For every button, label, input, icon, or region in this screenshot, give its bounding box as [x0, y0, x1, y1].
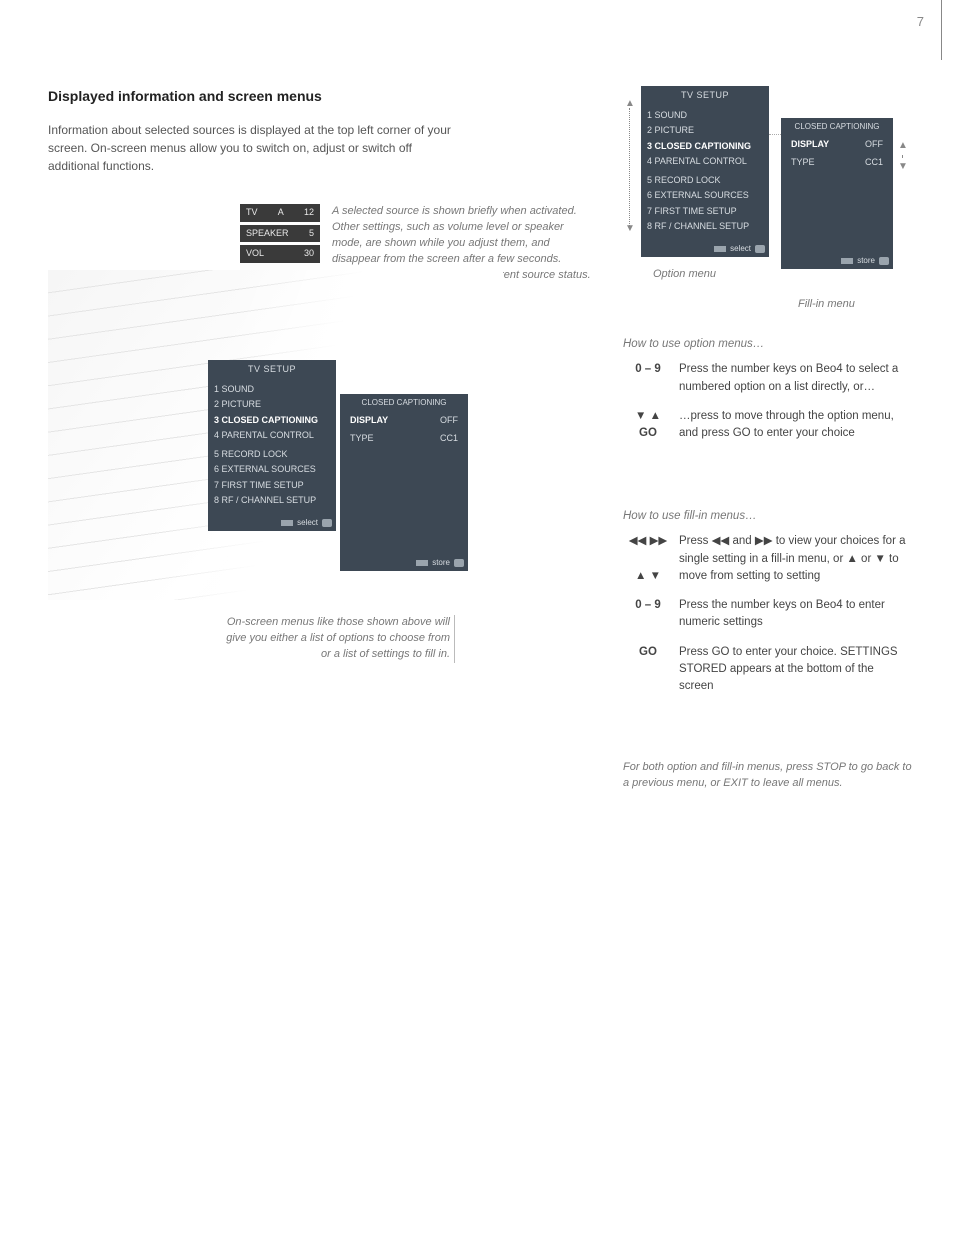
howto-row: ▼ ▲ GO …press to move through the option… — [623, 406, 913, 453]
menu-item: 8 RF / CHANNEL SETUP — [214, 493, 330, 509]
side-ud-arrows: ▲ ▼ — [898, 138, 908, 174]
go-icon — [454, 559, 464, 567]
sub-row: TYPE CC1 — [340, 430, 468, 448]
menu-footer: select — [208, 515, 336, 531]
up-arrow-icon: ▲ — [898, 138, 908, 153]
howto-desc: Press the number keys on Beo4 to select … — [679, 359, 913, 406]
howto-key: ▼ ▲ GO — [623, 406, 679, 453]
howto-key: 0 – 9 — [623, 359, 679, 406]
howto-key: ◀◀ ▶▶ ▲ ▼ — [623, 531, 679, 595]
menu-item: 5 RECORD LOCK — [214, 447, 330, 463]
howto-desc: Press GO to enter your choice. SETTINGS … — [679, 642, 913, 706]
corner-rule — [941, 0, 942, 60]
closed-caption-panel-left: CLOSED CAPTIONING DISPLAY OFF TYPE CC1 s… — [340, 394, 468, 571]
howto-key: GO — [623, 642, 679, 706]
howto-desc: Press the number keys on Beo4 to enter n… — [679, 595, 913, 642]
down-arrow-icon: ▼ — [625, 221, 635, 236]
howto-row: GO Press GO to enter your choice. SETTIN… — [623, 642, 913, 706]
up-arrow-icon: ▲ — [625, 96, 635, 111]
howto-key: 0 – 9 — [623, 595, 679, 642]
howto-title: How to use fill-in menus… — [623, 508, 913, 525]
howto-row: 0 – 9 Press the number keys on Beo4 to e… — [623, 595, 913, 642]
menu-title: TV SETUP — [208, 360, 336, 380]
status-pills: TV A 12 SPEAKER 5 VOL 30 — [240, 204, 320, 266]
right-figure: ▲ ▼ TV SETUP 1 SOUND 2 PICTURE 3 CLOSED … — [623, 86, 903, 301]
sub-row: DISPLAY OFF — [340, 412, 468, 430]
howto-desc: …press to move through the option menu, … — [679, 406, 913, 453]
fillin-menu-label: Fill-in menu — [798, 296, 855, 313]
menu-item: 1 SOUND — [214, 382, 330, 398]
howto-title: How to use option menus… — [623, 336, 913, 353]
menu-item: 6 EXTERNAL SOURCES — [214, 462, 330, 478]
menu-item: 7 FIRST TIME SETUP — [214, 478, 330, 494]
sub-title: CLOSED CAPTIONING — [340, 394, 468, 412]
menu-item: 4 PARENTAL CONTROL — [214, 428, 330, 444]
howto-fillin: How to use fill-in menus… ◀◀ ▶▶ ▲ ▼ Pres… — [623, 508, 913, 705]
page-number: 7 — [917, 12, 924, 32]
menu-item: 2 PICTURE — [214, 397, 330, 413]
menu-item-selected: 3 CLOSED CAPTIONING — [214, 413, 330, 429]
caption-rule — [454, 615, 455, 663]
howto-table: ◀◀ ▶▶ ▲ ▼ Press ◀◀ and ▶▶ to view your c… — [623, 531, 913, 705]
howto-row: ◀◀ ▶▶ ▲ ▼ Press ◀◀ and ▶▶ to view your c… — [623, 531, 913, 595]
option-menu-label: Option menu — [653, 266, 716, 283]
section-heading: Displayed information and screen menus — [48, 86, 458, 107]
go-icon — [322, 519, 332, 527]
menu-body: 1 SOUND 2 PICTURE 3 CLOSED CAPTIONING 4 … — [208, 380, 336, 515]
closed-caption-panel-right: CLOSED CAPTIONING DISPLAY OFF TYPE CC1 s… — [781, 118, 893, 269]
howto-desc: Press ◀◀ and ▶▶ to view your choices for… — [679, 531, 913, 595]
down-arrow-icon: ▼ — [898, 159, 908, 174]
pill-tv: TV A 12 — [240, 204, 320, 222]
footer-bar-icon — [281, 520, 293, 526]
footer-bar-icon — [416, 560, 428, 566]
intro-text: Information about selected sources is di… — [48, 121, 458, 175]
sub-footer: store — [340, 555, 468, 571]
go-icon — [755, 245, 765, 253]
footnote: For both option and fill-in menus, press… — [623, 760, 913, 792]
howto-table: 0 – 9 Press the number keys on Beo4 to s… — [623, 359, 913, 452]
pill-speaker: SPEAKER 5 — [240, 225, 320, 243]
vertical-arrows: ▲ ▼ — [623, 96, 637, 236]
howto-row: 0 – 9 Press the number keys on Beo4 to s… — [623, 359, 913, 406]
dotted-line-v — [629, 108, 630, 226]
tv-setup-menu-right: TV SETUP 1 SOUND 2 PICTURE 3 CLOSED CAPT… — [641, 86, 769, 257]
pill-vol: VOL 30 — [240, 245, 320, 263]
footer-bar-icon — [841, 258, 853, 264]
footer-bar-icon — [714, 246, 726, 252]
left-column: Displayed information and screen menus I… — [48, 86, 458, 175]
caption-left: On-screen menus like those shown above w… — [215, 615, 450, 663]
header-lr-arrows: ◀◀ ▶▶ — [818, 92, 862, 107]
tv-setup-menu-left: TV SETUP 1 SOUND 2 PICTURE 3 CLOSED CAPT… — [208, 360, 336, 531]
go-icon — [879, 257, 889, 265]
howto-option: How to use option menus… 0 – 9 Press the… — [623, 336, 913, 452]
